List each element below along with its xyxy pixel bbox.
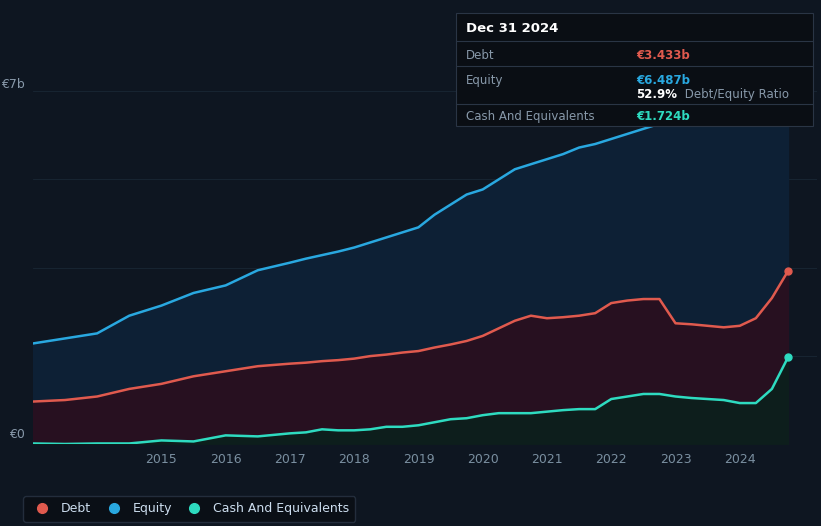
Text: €1.724b: €1.724b	[636, 110, 690, 123]
Text: €0: €0	[9, 428, 25, 441]
Text: Debt/Equity Ratio: Debt/Equity Ratio	[681, 88, 790, 101]
Text: Dec 31 2024: Dec 31 2024	[466, 23, 558, 35]
Text: €6.487b: €6.487b	[636, 74, 690, 87]
Legend: Debt, Equity, Cash And Equivalents: Debt, Equity, Cash And Equivalents	[24, 496, 355, 522]
Text: €3.433b: €3.433b	[636, 49, 690, 62]
Text: Equity: Equity	[466, 74, 503, 87]
Text: Debt: Debt	[466, 49, 494, 62]
Text: Cash And Equivalents: Cash And Equivalents	[466, 110, 594, 123]
Text: 52.9%: 52.9%	[636, 88, 677, 101]
Text: €7b: €7b	[2, 78, 25, 91]
